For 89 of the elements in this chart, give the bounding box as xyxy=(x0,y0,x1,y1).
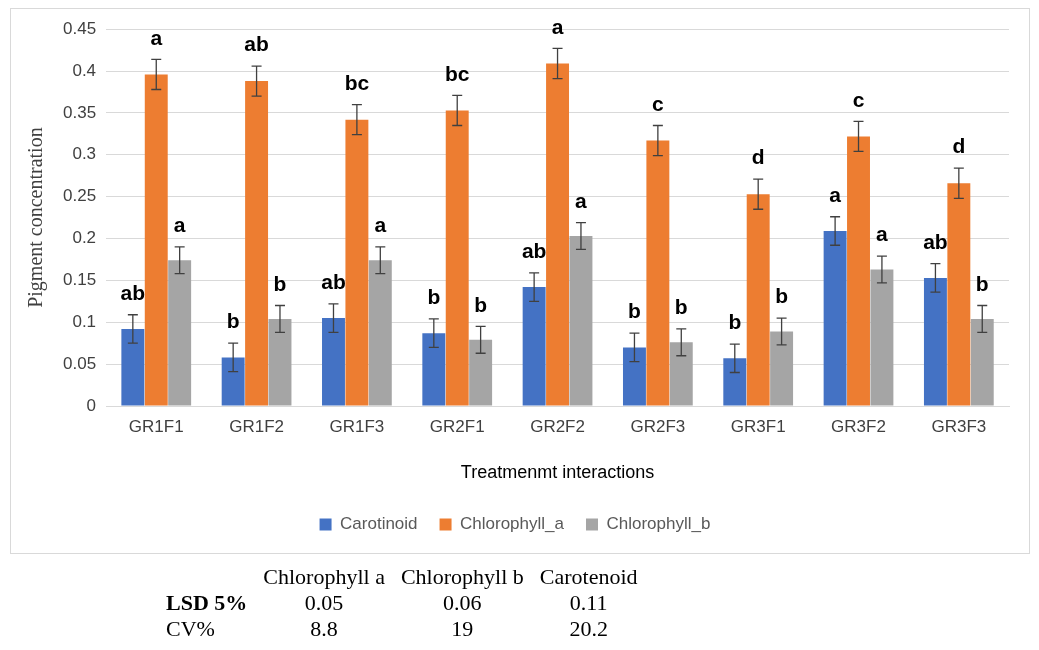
x-tick-label: GR1F2 xyxy=(229,416,284,436)
y-tick-label: 0.45 xyxy=(62,18,97,38)
x-tick-label: GR3F2 xyxy=(831,416,886,436)
bar xyxy=(746,194,770,406)
bar xyxy=(569,236,593,406)
bar xyxy=(121,328,145,406)
bar xyxy=(221,357,245,406)
legend-label: Chlorophyll_a xyxy=(460,514,565,534)
data-label: a xyxy=(551,14,564,38)
data-label: a xyxy=(575,188,588,212)
y-tick-label: 0 xyxy=(86,395,97,415)
x-tick-label: GR2F2 xyxy=(530,416,585,436)
y-tick-label: 0.25 xyxy=(62,186,97,206)
text: Chlorophyll a xyxy=(262,564,386,590)
text: 0.06 xyxy=(442,590,483,616)
text: Chlorophyll b xyxy=(399,564,525,590)
bar xyxy=(546,63,570,406)
bar xyxy=(322,318,345,406)
y-tick-label: 0.15 xyxy=(62,270,97,290)
bar xyxy=(268,318,292,406)
data-label: bc xyxy=(344,70,370,94)
data-label: ab xyxy=(321,270,346,294)
bar xyxy=(168,260,192,406)
text: 20.2 xyxy=(568,616,609,642)
bar xyxy=(970,318,994,406)
x-tick-label: GR2F1 xyxy=(429,416,485,436)
data-label: d xyxy=(751,145,765,169)
data-label: b xyxy=(427,285,441,309)
data-label: b xyxy=(728,310,742,334)
bar xyxy=(445,110,469,406)
text: Carotenoid xyxy=(538,564,639,590)
bar xyxy=(823,231,847,406)
x-tick-label: GR2F3 xyxy=(630,416,686,436)
bar xyxy=(144,74,168,406)
data-label: d xyxy=(952,134,966,158)
y-tick-label: 0.05 xyxy=(62,353,97,373)
x-axis-title: Treatmenmt interactions xyxy=(460,462,655,483)
x-tick-label: GR1F3 xyxy=(329,416,385,436)
bar xyxy=(723,358,747,406)
data-label: c xyxy=(852,87,865,111)
y-tick-label: 0.2 xyxy=(72,228,97,248)
text: CV% xyxy=(165,616,216,642)
x-tick-label: GR1F1 xyxy=(128,416,184,436)
data-label: b xyxy=(226,309,240,333)
y-tick-label: 0.1 xyxy=(72,311,97,331)
bar xyxy=(947,183,971,406)
data-label: b xyxy=(273,271,287,295)
text: 0.05 xyxy=(303,590,345,616)
data-label: c xyxy=(652,91,665,115)
bar xyxy=(469,339,493,406)
bar xyxy=(646,140,670,406)
data-label: ab xyxy=(923,229,948,253)
text: 8.8 xyxy=(309,616,339,642)
y-tick-label: 0.4 xyxy=(72,60,97,80)
data-label: bc xyxy=(444,61,470,85)
text: LSD 5% xyxy=(165,590,249,616)
data-label: a xyxy=(876,222,889,246)
data-label: ab xyxy=(521,239,547,263)
text: 0.11 xyxy=(568,590,609,616)
y-axis-title: Pigment concentration xyxy=(24,127,48,308)
data-label: ab xyxy=(120,281,146,305)
data-label: a xyxy=(150,25,163,49)
bar xyxy=(622,347,646,406)
text: 19 xyxy=(450,616,475,642)
data-label: b xyxy=(628,299,641,323)
legend-label: Carotinoid xyxy=(340,514,418,534)
bar xyxy=(870,269,894,406)
bar xyxy=(522,287,546,406)
data-label: b xyxy=(474,292,488,316)
data-label: a xyxy=(173,213,186,237)
bar xyxy=(923,277,947,406)
bar xyxy=(669,342,693,406)
y-tick-label: 0.3 xyxy=(72,144,97,164)
data-label: ab xyxy=(244,32,269,56)
data-label: b xyxy=(975,271,989,295)
x-tick-label: GR3F3 xyxy=(931,416,987,436)
bar xyxy=(770,331,794,406)
bar xyxy=(847,136,870,406)
bar xyxy=(345,119,369,406)
data-label: a xyxy=(829,183,842,207)
y-tick-label: 0.35 xyxy=(62,102,97,122)
data-label: b xyxy=(674,295,688,319)
data-label: a xyxy=(374,213,387,237)
bar xyxy=(422,333,446,406)
bar xyxy=(245,81,269,406)
x-tick-label: GR3F1 xyxy=(730,416,786,436)
legend-label: Chlorophyll_b xyxy=(606,514,711,534)
data-label: b xyxy=(775,284,789,308)
bar xyxy=(368,260,392,406)
